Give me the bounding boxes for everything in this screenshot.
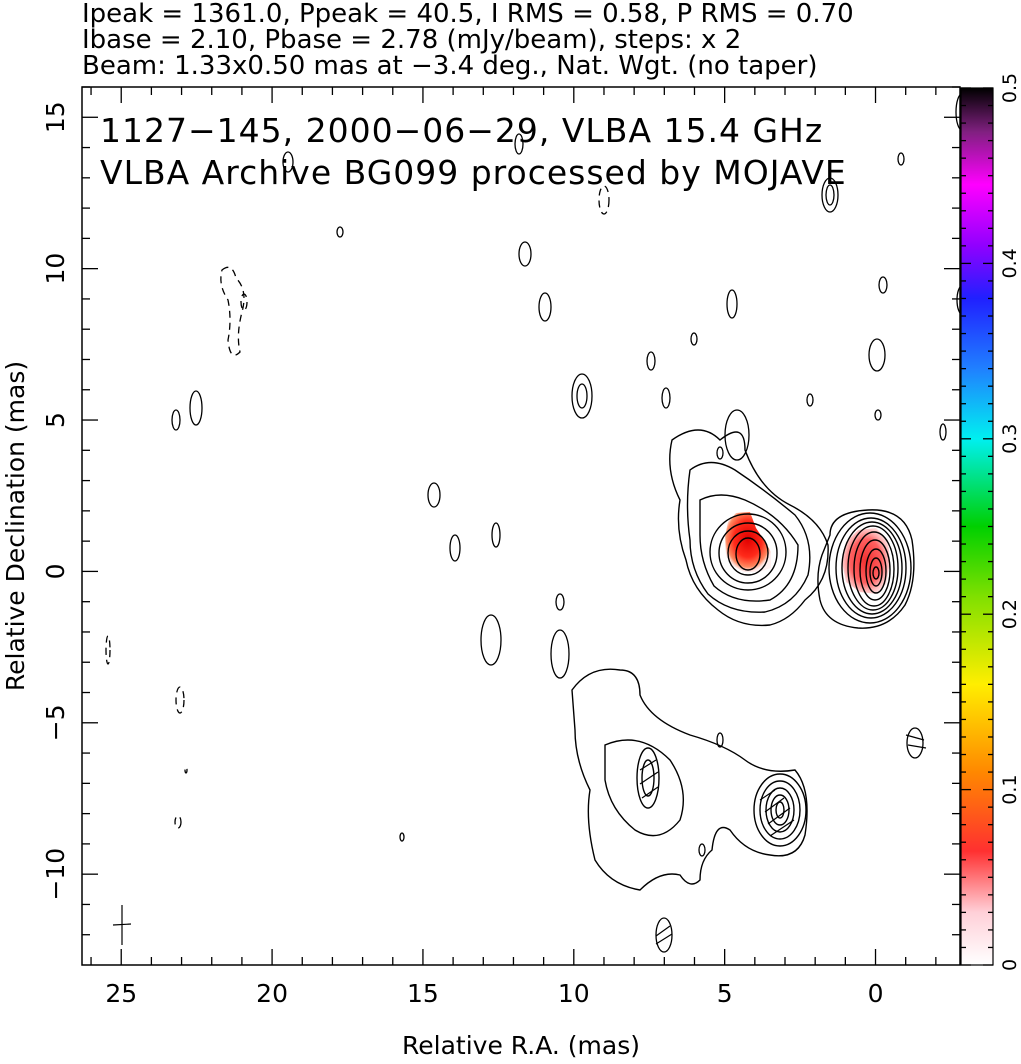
y-tick-label: 10 bbox=[41, 253, 70, 285]
x-tick-label: 10 bbox=[558, 979, 590, 1008]
x-axis-ticks: 25 20 15 10 5 0 bbox=[90, 87, 937, 1008]
polarization-vectors bbox=[112, 734, 927, 945]
colorbar-tick-label: 0.4 bbox=[999, 248, 1021, 278]
negative-contours bbox=[105, 185, 610, 829]
header-line-3: Beam: 1.33x0.50 mas at −3.4 deg., Nat. W… bbox=[82, 51, 818, 81]
map-title-line-2: VLBA Archive BG099 processed by MOJAVE bbox=[100, 153, 847, 192]
x-tick-label: 0 bbox=[868, 979, 884, 1008]
colorbar-tick-label: 0 bbox=[999, 959, 1021, 971]
x-tick-label: 15 bbox=[407, 979, 439, 1008]
jet-knot-contours bbox=[669, 429, 829, 627]
colorbar-tick-label: 0.1 bbox=[999, 774, 1021, 804]
colorbar-tick-label: 0.2 bbox=[999, 599, 1021, 629]
polarization-region-jet-knot bbox=[725, 512, 771, 572]
colorbar-tick-label: 0.3 bbox=[999, 424, 1021, 454]
core-contours bbox=[817, 509, 915, 629]
isolated-contours bbox=[171, 94, 960, 953]
colorbar-ticks: 0 0.1 0.2 0.3 0.4 0.5 bbox=[961, 73, 1021, 971]
y-tick-label: −5 bbox=[41, 704, 70, 741]
colorbar bbox=[961, 88, 993, 965]
y-tick-label: 15 bbox=[41, 101, 70, 133]
map-title-line-1: 1127−145, 2000−06−29, VLBA 15.4 GHz bbox=[100, 111, 823, 150]
header-line-2: Ibase = 2.10, Pbase = 2.78 (mJy/beam), s… bbox=[82, 25, 741, 55]
header-line-1: Ipeak = 1361.0, Ppeak = 40.5, I RMS = 0.… bbox=[82, 0, 854, 29]
y-tick-label: −10 bbox=[41, 848, 70, 901]
y-axis-ticks: 15 10 5 0 −5 −10 bbox=[41, 86, 960, 936]
y-tick-label: 0 bbox=[41, 563, 70, 579]
x-tick-label: 5 bbox=[717, 979, 733, 1008]
x-tick-label: 25 bbox=[105, 979, 137, 1008]
map-content bbox=[105, 94, 960, 953]
y-axis-label: Relative Declination (mas) bbox=[1, 361, 30, 691]
colorbar-tick-label: 0.5 bbox=[999, 73, 1021, 103]
x-axis-label: Relative R.A. (mas) bbox=[402, 1031, 640, 1060]
plot-frame bbox=[81, 86, 961, 966]
southern-emission-contours bbox=[571, 668, 808, 891]
y-tick-label: 5 bbox=[41, 412, 70, 428]
x-tick-label: 20 bbox=[256, 979, 288, 1008]
